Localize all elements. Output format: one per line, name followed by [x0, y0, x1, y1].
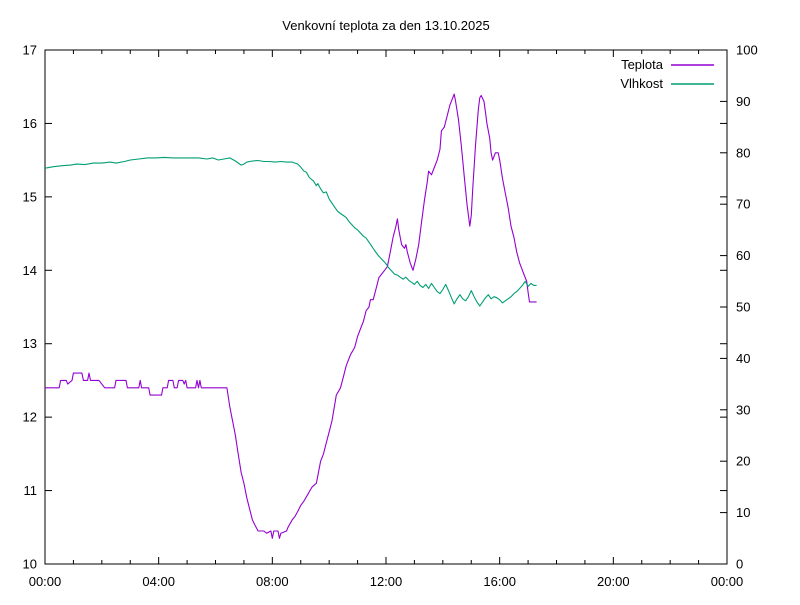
legend-label-teplota: Teplota: [621, 57, 664, 72]
x-tick-label: 12:00: [370, 574, 403, 589]
y-left-axis-ticks: [45, 49, 52, 565]
y-right-tick-label: 70: [736, 197, 750, 212]
y-right-tick-label: 60: [736, 248, 750, 263]
plot-frame: [44, 49, 728, 565]
legend-item-teplota: Teplota: [621, 57, 714, 72]
series-lines: [44, 93, 537, 539]
y-right-tick-label: 90: [736, 94, 750, 109]
x-axis-ticks-top: [44, 50, 728, 57]
x-tick-label: 20:00: [597, 574, 630, 589]
y-right-axis-tick-labels: 0 10 20 30 40 50 60 70 80 90 100: [736, 43, 758, 572]
x-axis-ticks-bottom: [44, 557, 728, 564]
legend-label-vlhkost: Vlhkost: [620, 76, 663, 91]
y-left-tick-label: 12: [23, 410, 37, 425]
y-left-tick-label: 10: [23, 557, 37, 572]
chart-title: Venkovní teplota za den 13.10.2025: [282, 18, 489, 33]
y-right-tick-label: 100: [736, 43, 758, 58]
x-tick-label: 00:00: [711, 574, 744, 589]
y-right-tick-label: 0: [736, 557, 743, 572]
y-left-tick-label: 15: [23, 189, 37, 204]
y-right-tick-label: 30: [736, 402, 750, 417]
x-tick-label: 00:00: [29, 574, 62, 589]
y-right-tick-label: 80: [736, 145, 750, 160]
y-right-axis-ticks: [720, 49, 727, 565]
x-tick-label: 04:00: [142, 574, 175, 589]
legend-item-vlhkost: Vlhkost: [620, 76, 714, 91]
y-right-tick-label: 50: [736, 300, 750, 315]
y-left-tick-label: 13: [23, 336, 37, 351]
teplota-line: [45, 93, 537, 539]
legend: Teplota Vlhkost: [620, 57, 714, 91]
y-right-tick-label: 10: [736, 505, 750, 520]
x-tick-label: 08:00: [256, 574, 289, 589]
y-left-tick-label: 11: [24, 483, 38, 498]
y-left-tick-label: 16: [23, 116, 37, 131]
y-right-tick-label: 40: [736, 351, 750, 366]
y-left-tick-label: 14: [23, 263, 37, 278]
y-left-axis-tick-labels: 10 11 12 13 14 15 16 17: [23, 43, 37, 572]
y-right-tick-label: 20: [736, 454, 750, 469]
x-axis-tick-labels: 00:00 04:00 08:00 12:00 16:00 20:00 00:00: [29, 574, 744, 589]
y-left-tick-label: 17: [23, 43, 37, 58]
x-tick-label: 16:00: [483, 574, 516, 589]
vlhkost-line: [44, 156, 537, 307]
